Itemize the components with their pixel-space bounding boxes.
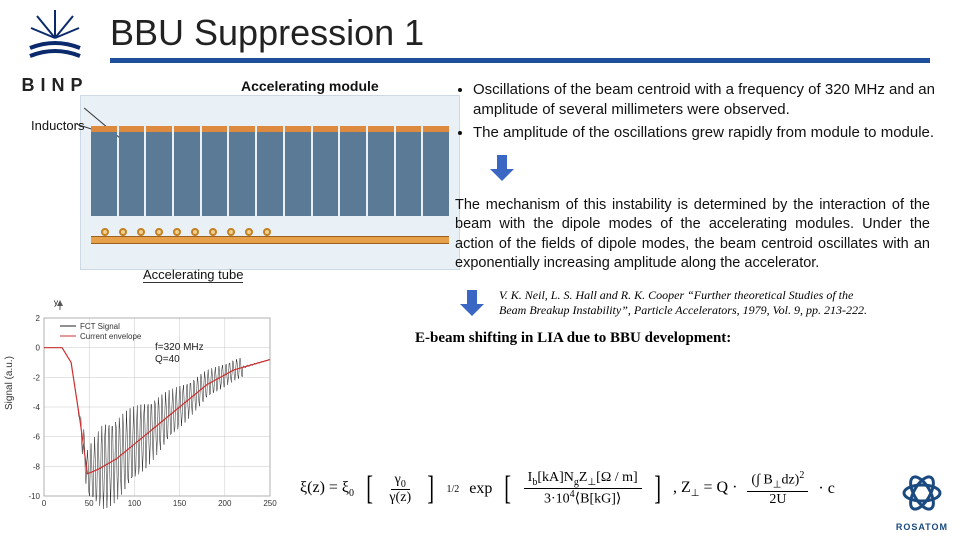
svg-text:FCT Signal: FCT Signal bbox=[80, 322, 120, 331]
f-sep: , Z⊥ = Q · bbox=[673, 479, 737, 499]
bullet-1: Oscillations of the beam centroid with a… bbox=[473, 80, 940, 121]
svg-text:-2: -2 bbox=[33, 373, 41, 382]
f-frac1: γ0 γ(z) bbox=[385, 472, 415, 507]
accelerating-module-diagram: Accelerating module Inductors Accelerati… bbox=[80, 95, 460, 270]
page-title: BBU Suppression 1 bbox=[110, 12, 930, 54]
svg-text:0: 0 bbox=[42, 499, 47, 508]
svg-text:-6: -6 bbox=[33, 433, 41, 442]
svg-text:Q=40: Q=40 bbox=[155, 354, 180, 365]
svg-text:-10: -10 bbox=[28, 492, 40, 501]
right-column: Oscillations of the beam centroid with a… bbox=[455, 80, 940, 347]
arrow-down-icon bbox=[485, 153, 940, 188]
binp-label: BINP bbox=[10, 75, 100, 96]
svg-text:y: y bbox=[54, 298, 58, 307]
f-tail: · c bbox=[818, 480, 834, 498]
binp-logo: BINP bbox=[10, 8, 100, 96]
rosatom-icon bbox=[898, 469, 946, 517]
svg-text:150: 150 bbox=[173, 499, 187, 508]
observation-bullets: Oscillations of the beam centroid with a… bbox=[455, 80, 940, 143]
chart-ylabel: Signal (a.u.) bbox=[4, 356, 15, 410]
title-underline bbox=[110, 58, 930, 63]
signal-chart: Signal (a.u.) 050100150200250 -10-8-6-4-… bbox=[10, 310, 280, 520]
svg-text:2: 2 bbox=[36, 314, 41, 323]
svg-text:50: 50 bbox=[85, 499, 94, 508]
label-accelerating-tube: Accelerating tube bbox=[143, 267, 243, 283]
svg-text:-8: -8 bbox=[33, 462, 41, 471]
label-inductors: Inductors bbox=[31, 118, 84, 133]
f-lhs: ξ(z) = ξ0 bbox=[300, 479, 354, 499]
shift-heading: E-beam shifting in LIA due to BBU develo… bbox=[415, 330, 940, 347]
label-accelerating-module: Accelerating module bbox=[241, 78, 379, 94]
citation-row: V. K. Neil, L. S. Hall and R. K. Cooper … bbox=[455, 288, 940, 318]
left-column: Accelerating module Inductors Accelerati… bbox=[20, 95, 420, 270]
f-exp: exp bbox=[469, 480, 492, 498]
formula: ξ(z) = ξ0 [ γ0 γ(z) ]1/2 exp [ Ib[kA]NgZ… bbox=[300, 470, 860, 508]
inductor-row bbox=[91, 121, 449, 216]
svg-text:0: 0 bbox=[36, 344, 41, 353]
svg-text:-4: -4 bbox=[33, 403, 41, 412]
citation-text: V. K. Neil, L. S. Hall and R. K. Cooper … bbox=[499, 288, 879, 318]
svg-text:f=320 MHz: f=320 MHz bbox=[155, 342, 204, 353]
bullet-2: The amplitude of the oscillations grew r… bbox=[473, 123, 940, 143]
coil-row bbox=[101, 228, 271, 236]
svg-text:200: 200 bbox=[218, 499, 232, 508]
beam-tube bbox=[91, 236, 449, 244]
svg-text:100: 100 bbox=[128, 499, 142, 508]
f-frac2: Ib[kA]NgZ⊥[Ω / m] 3·104⟨B[kG]⟩ bbox=[524, 470, 642, 507]
svg-text:250: 250 bbox=[263, 499, 277, 508]
f-frac3: (∫ B⊥dz)2 2U bbox=[747, 470, 808, 507]
arrow-down-icon bbox=[455, 288, 489, 318]
mechanism-paragraph: The mechanism of this instability is det… bbox=[455, 196, 930, 274]
svg-text:Current envelope: Current envelope bbox=[80, 332, 142, 341]
rosatom-logo: ROSATOM bbox=[896, 469, 948, 532]
chart-svg: 0 50 100 150 200 250 -10 -8 -6 -4 -2 0 2 FCT Signal… bbox=[10, 310, 280, 520]
binp-starburst-icon bbox=[25, 8, 85, 68]
title-bar: BBU Suppression 1 bbox=[110, 12, 930, 63]
rosatom-label: ROSATOM bbox=[896, 522, 948, 532]
